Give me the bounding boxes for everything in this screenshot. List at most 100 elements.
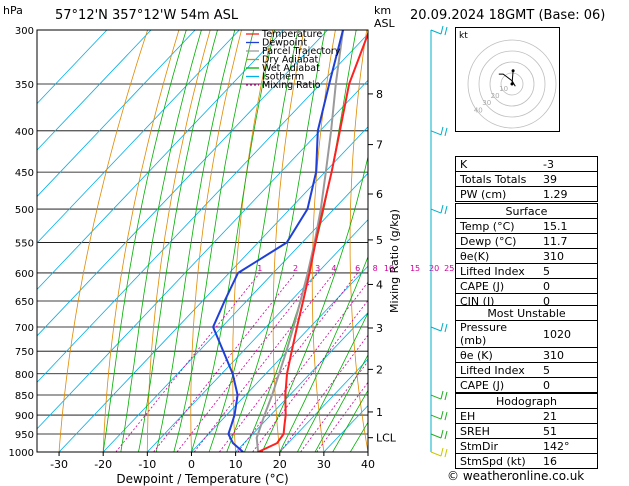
km-tick-label: 1 — [376, 406, 383, 419]
mixing-ratio-line — [193, 272, 335, 452]
table-row: PW (cm) 1.29 — [455, 186, 598, 202]
wet-adiabat-line — [173, 30, 255, 452]
isotherm-line — [147, 219, 368, 452]
dry-adiabat-line — [422, 30, 455, 452]
wet-adiabat-line — [155, 30, 236, 452]
wind-barbs — [430, 25, 448, 458]
table-row: StmSpd (kt) 16 — [455, 453, 598, 469]
table-row: Pressure (mb) 1020 — [455, 320, 598, 348]
isotherm-line — [37, 30, 196, 198]
index-name: SREH — [455, 423, 539, 439]
pressure-tick-label: 700 — [15, 323, 34, 334]
table-title-row: Surface — [455, 203, 598, 219]
pressure-tick-label: 950 — [15, 430, 34, 441]
index-value: 0 — [539, 278, 598, 294]
table-title: Most Unstable — [455, 305, 598, 321]
wind-barb-flag — [444, 448, 448, 458]
copyright: © weatheronline.co.uk — [447, 469, 585, 483]
table-row: Lifted Index 5 — [455, 263, 598, 279]
mixing-ratio-line — [176, 272, 319, 452]
index-value: 11.7 — [539, 233, 598, 249]
mixing-ratio-label: 1 — [257, 264, 262, 273]
isotherm-line — [235, 312, 368, 452]
index-value: 310 — [539, 248, 598, 264]
mixing-ratio-label: 15 — [410, 264, 420, 273]
mixing-ratio-label: 2 — [293, 264, 298, 273]
dry-adiabat-line — [190, 30, 242, 452]
pressure-tick-label: 550 — [15, 238, 34, 249]
table-row: Dewp (°C) 11.7 — [455, 233, 598, 249]
mixing-ratio-label: 6 — [355, 264, 360, 273]
hodograph-ring-label: 10 — [499, 85, 508, 93]
hodograph-ring — [467, 39, 557, 129]
plot-frame — [36, 29, 369, 453]
legend-entry: Dry Adiabat — [262, 55, 319, 66]
hodograph-unit-label: kt — [459, 31, 468, 41]
index-name: StmDir — [455, 438, 539, 454]
km-tick-label: 6 — [376, 188, 383, 201]
pressure-tick-label: 400 — [15, 127, 34, 138]
parcel-trajectory-line — [255, 30, 344, 452]
pressure-tick-label: 900 — [15, 411, 34, 422]
index-value: 39 — [539, 171, 598, 187]
index-value: 5 — [539, 263, 598, 279]
dry-adiabat-line — [232, 30, 274, 452]
mixing-ratio-label: 20 — [429, 264, 439, 273]
legend-entry: Temperature — [261, 29, 322, 40]
hodograph-ring-label: 20 — [491, 92, 500, 100]
dry-adiabat-line — [146, 30, 211, 452]
background-lines — [37, 30, 455, 452]
wind-barb-flag — [440, 126, 444, 135]
isotherm-line — [37, 30, 152, 151]
wind-barb — [430, 29, 442, 35]
table-row: Temp (°C) 15.1 — [455, 218, 598, 234]
pressure-tick-label: 350 — [15, 80, 34, 91]
km-tick-label: 8 — [376, 88, 383, 101]
isotherm-line — [37, 79, 368, 430]
temperature-tick-label: -10 — [138, 458, 156, 471]
table-row: CAPE (J) 0 — [455, 377, 598, 393]
datetime-label: 20.09.2024 18GMT (Base: 06) — [410, 8, 606, 23]
pressure-tick-label: 600 — [15, 269, 34, 280]
index-name: Lifted Index — [455, 362, 539, 378]
temperature-tick-label: 40 — [361, 458, 375, 471]
wet-adiabat-line — [314, 354, 368, 452]
table-row: SREH 51 — [455, 423, 598, 439]
wet-adiabat-line — [279, 255, 368, 452]
index-name: Dewp (°C) — [455, 233, 539, 249]
table-row: Totals Totals 39 — [455, 171, 598, 187]
index-value: 0 — [539, 377, 598, 393]
legend-entry: Isotherm — [262, 72, 304, 83]
legend-entry: Parcel Trajectory — [262, 46, 341, 57]
mixing-ratio-label: 8 — [373, 264, 378, 273]
axes: 1 2 3 4 6 8 10 15 20 2530035040045050055060065070… — [3, 4, 454, 486]
index-name: CAPE (J) — [455, 377, 539, 393]
pressure-tick-label: 800 — [15, 370, 34, 381]
dry-adiabat-line — [58, 30, 148, 452]
pressure-tick-label: 650 — [15, 297, 34, 308]
profiles — [212, 30, 368, 452]
mixing-ratio-label: 25 — [444, 264, 454, 273]
table-title: Hodograph — [455, 393, 598, 409]
index-value: 1.29 — [539, 186, 598, 202]
index-name: K — [455, 156, 539, 172]
wet-adiabat-line — [120, 30, 202, 452]
storm-motion-point — [511, 69, 515, 73]
wind-barb-flag — [440, 322, 444, 332]
table-title-row: Most Unstable — [455, 305, 598, 321]
wet-adiabat-line — [102, 30, 187, 452]
index-name: PW (cm) — [455, 186, 539, 202]
legend-entry: Mixing Ratio — [262, 80, 321, 91]
wind-barb-flag — [440, 447, 444, 457]
surface-table: Surface Temp (°C) 15.1 Dewp (°C) 11.7 θe(K) 31… — [455, 203, 598, 309]
storm-motion-arrow — [511, 70, 514, 85]
km-tick-label: 5 — [376, 234, 383, 247]
pressure-tick-label: 300 — [15, 26, 34, 37]
x-axis-label: Dewpoint / Temperature (°C) — [116, 472, 288, 486]
mixing-ratio-label: 10 — [384, 264, 394, 273]
pressure-tick-label: 750 — [15, 347, 34, 358]
isotherm-line — [279, 358, 368, 452]
wind-barb-flag — [444, 411, 448, 421]
isotherm-line — [58, 126, 368, 452]
wet-adiabat-line — [261, 154, 368, 452]
